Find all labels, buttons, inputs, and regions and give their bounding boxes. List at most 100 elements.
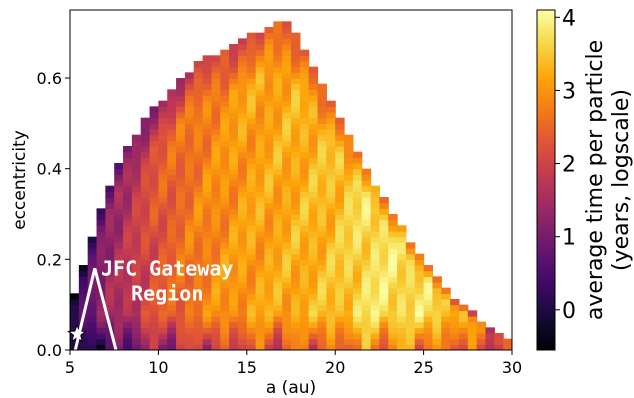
heatmap-cell <box>123 191 133 198</box>
heatmap-cell <box>273 106 283 113</box>
heatmap-cell <box>379 333 389 340</box>
heatmap-cell <box>379 242 389 249</box>
heatmap-cell <box>158 151 168 158</box>
heatmap-cell <box>149 299 159 306</box>
heatmap-cell <box>87 253 98 260</box>
heatmap-cell <box>193 270 204 277</box>
heatmap-cell <box>202 333 213 340</box>
heatmap-cell <box>87 287 98 294</box>
heatmap-cell <box>114 270 124 277</box>
heatmap-cell <box>317 287 327 294</box>
heatmap-cell <box>220 134 230 141</box>
heatmap-cell <box>220 276 230 283</box>
heatmap-cell <box>326 282 336 289</box>
heatmap-cell <box>202 253 213 260</box>
heatmap-cell <box>308 157 319 164</box>
heatmap-cell <box>202 89 213 96</box>
heatmap-cell <box>264 44 274 51</box>
heatmap-cell <box>202 117 213 124</box>
heatmap-cell <box>211 310 221 317</box>
heatmap-cell <box>237 78 248 85</box>
heatmap-cell <box>405 265 416 272</box>
heatmap-cell <box>326 214 336 221</box>
heatmap-cell <box>423 344 434 350</box>
heatmap-cell <box>344 180 354 187</box>
heatmap-cell <box>344 231 354 238</box>
heatmap-cell <box>211 276 221 283</box>
heatmap-cell <box>317 89 327 96</box>
heatmap-cell <box>282 304 292 311</box>
heatmap-cell <box>370 253 380 260</box>
heatmap-cell <box>229 185 239 192</box>
heatmap-cell <box>176 151 186 158</box>
heatmap-cell <box>184 219 195 226</box>
heatmap-cell <box>96 265 106 272</box>
heatmap-cell <box>229 61 239 68</box>
heatmap-cell <box>211 185 221 192</box>
heatmap-cell <box>397 321 407 328</box>
heatmap-cell <box>414 287 425 294</box>
heatmap-cell <box>167 168 177 175</box>
heatmap-cell <box>344 333 354 340</box>
heatmap-cell <box>105 265 115 272</box>
heatmap-cell <box>299 338 310 345</box>
heatmap-cell <box>397 310 407 317</box>
heatmap-cell <box>211 208 221 215</box>
heatmap-cell <box>140 146 151 153</box>
heatmap-cell <box>308 282 319 289</box>
heatmap-cell <box>370 287 380 294</box>
heatmap-cell <box>158 242 168 249</box>
heatmap-cell <box>140 202 151 209</box>
heatmap-cell <box>149 146 159 153</box>
heatmap-cell <box>131 304 142 311</box>
heatmap-cell <box>184 146 195 153</box>
heatmap-cell <box>335 344 345 350</box>
heatmap-cell <box>140 242 151 249</box>
heatmap-cell <box>123 163 133 170</box>
heatmap-cell <box>193 129 204 136</box>
heatmap-cell <box>184 310 195 317</box>
y-axis-ticks: 0.00.20.40.6 <box>37 69 70 360</box>
heatmap-cell <box>352 163 363 170</box>
heatmap-cell <box>131 276 142 283</box>
heatmap-cell <box>96 282 106 289</box>
heatmap-cell <box>264 231 274 238</box>
heatmap-cell <box>149 293 159 300</box>
heatmap-cell <box>450 310 460 317</box>
heatmap-cell <box>246 248 257 255</box>
heatmap-cell <box>105 304 115 311</box>
heatmap-cell <box>220 78 230 85</box>
heatmap-cell <box>361 310 372 317</box>
heatmap-cell <box>176 219 186 226</box>
heatmap-cell <box>211 197 221 204</box>
heatmap-cell <box>123 338 133 345</box>
heatmap-cell <box>299 157 310 164</box>
heatmap-cell <box>211 248 221 255</box>
heatmap-cell <box>246 163 257 170</box>
heatmap-cell <box>220 282 230 289</box>
heatmap-cell <box>450 321 460 328</box>
heatmap-cell <box>193 248 204 255</box>
heatmap-cell <box>123 146 133 153</box>
heatmap-cell <box>326 129 336 136</box>
heatmap-cell <box>246 140 257 147</box>
heatmap-cell <box>220 163 230 170</box>
heatmap-cell <box>317 83 327 90</box>
heatmap-cell <box>264 338 274 345</box>
annotation-label-line1: JFC Gateway <box>101 256 233 280</box>
heatmap-cell <box>476 338 487 345</box>
heatmap-cell <box>123 265 133 272</box>
heatmap-cell <box>176 282 186 289</box>
heatmap-cell <box>255 333 266 340</box>
heatmap-cell <box>229 163 239 170</box>
heatmap-cell <box>202 214 213 221</box>
heatmap-cell <box>291 225 301 232</box>
heatmap-cell <box>193 259 204 266</box>
heatmap-cell <box>105 282 115 289</box>
heatmap-cell <box>308 327 319 334</box>
heatmap-cell <box>299 140 310 147</box>
heatmap-cell <box>264 259 274 266</box>
heatmap-cell <box>291 163 301 170</box>
heatmap-cell <box>405 310 416 317</box>
heatmap-cell <box>167 214 177 221</box>
